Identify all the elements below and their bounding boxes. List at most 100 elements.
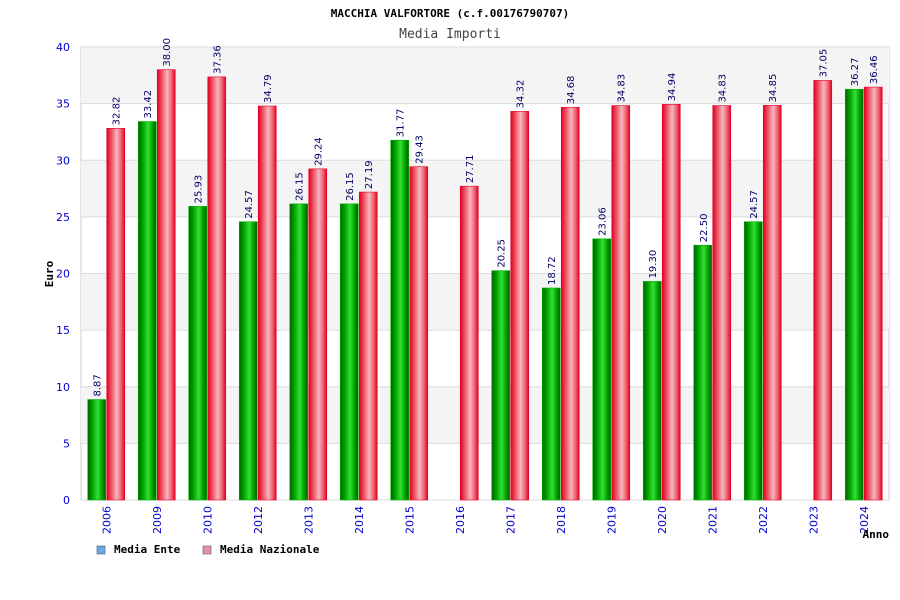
- x-tick-label-2006: 2006: [100, 506, 113, 534]
- data-label-nazionale-2018: 34.68: [566, 76, 577, 105]
- legend-label-ente: Media Ente: [114, 543, 181, 556]
- x-tick-label-2023: 2023: [807, 506, 820, 534]
- data-label-ente-2024: 36.27: [850, 58, 861, 87]
- data-label-ente-2012: 24.57: [244, 190, 255, 219]
- data-label-ente-2009: 33.42: [143, 90, 154, 119]
- y-tick-label: 35: [56, 98, 70, 111]
- data-label-nazionale-2013: 29.24: [314, 137, 325, 166]
- data-label-ente-2019: 23.06: [598, 207, 609, 236]
- x-tick-label-2021: 2021: [706, 506, 719, 534]
- bar-nazionale-2022: [762, 105, 782, 501]
- bar-ente-2009: [137, 121, 157, 501]
- bar-ente-2018: [541, 287, 561, 501]
- legend-item-nazionale: Media Nazionale: [202, 543, 320, 556]
- data-label-nazionale-2015: 29.43: [415, 135, 426, 164]
- data-label-ente-2018: 18.72: [547, 256, 558, 285]
- legend-label-nazionale: Media Nazionale: [220, 543, 320, 556]
- bar-nazionale-2021: [712, 105, 732, 501]
- bar-nazionale-2015: [409, 166, 429, 501]
- bar-ente-2006: [87, 399, 107, 501]
- bar-ente-2014: [339, 203, 359, 501]
- bar-nazionale-2019: [611, 105, 631, 501]
- data-label-ente-2022: 24.57: [749, 190, 760, 219]
- data-label-nazionale-2006: 32.82: [112, 97, 123, 126]
- y-tick-label: 20: [56, 268, 70, 281]
- data-label-nazionale-2022: 34.85: [768, 74, 779, 103]
- bar-nazionale-2010: [207, 76, 227, 501]
- legend-item-ente: Media Ente: [96, 543, 181, 556]
- x-tick-label-2010: 2010: [201, 506, 214, 534]
- data-label-ente-2020: 19.30: [648, 250, 659, 279]
- data-label-nazionale-2021: 34.83: [718, 74, 729, 103]
- y-tick-label: 5: [63, 437, 70, 450]
- bar-ente-2012: [238, 221, 258, 501]
- chart-title: MACCHIA VALFORTORE (c.f.00176790707): [331, 7, 569, 20]
- legend: Media Ente Media Nazionale: [96, 543, 320, 556]
- y-axis-ticks: 0 5 10 15 20 25 30 35 40: [56, 41, 70, 507]
- bar-nazionale-2016: [459, 185, 479, 501]
- bars: [87, 69, 883, 501]
- bar-nazionale-2017: [510, 111, 530, 501]
- y-axis-label: Euro: [43, 260, 56, 287]
- x-tick-label-2018: 2018: [555, 506, 568, 534]
- data-label-nazionale-2014: 27.19: [364, 160, 375, 189]
- x-tick-label-2014: 2014: [353, 506, 366, 534]
- data-label-ente-2010: 25.93: [194, 175, 205, 204]
- data-label-nazionale-2023: 37.05: [819, 49, 830, 78]
- bar-ente-2017: [491, 270, 511, 501]
- bar-ente-2024: [844, 88, 864, 501]
- bar-ente-2021: [693, 244, 713, 501]
- data-label-ente-2014: 26.15: [345, 172, 356, 201]
- x-tick-label-2016: 2016: [454, 506, 467, 534]
- data-label-nazionale-2017: 34.32: [516, 80, 527, 109]
- data-label-nazionale-2024: 36.46: [869, 55, 880, 84]
- bar-nazionale-2009: [156, 69, 176, 501]
- bar-ente-2019: [592, 238, 612, 501]
- bar-ente-2015: [390, 139, 410, 501]
- bar-nazionale-2023: [813, 80, 833, 501]
- bar-ente-2010: [188, 206, 208, 501]
- x-tick-label-2015: 2015: [403, 506, 416, 534]
- bar-nazionale-2006: [106, 128, 126, 501]
- data-label-ente-2015: 31.77: [396, 109, 407, 138]
- bar-nazionale-2024: [863, 86, 883, 501]
- bar-nazionale-2012: [257, 105, 277, 501]
- bar-ente-2020: [642, 281, 662, 501]
- chart-subtitle: Media Importi: [399, 27, 501, 42]
- bar-ente-2013: [289, 203, 309, 501]
- data-label-nazionale-2012: 34.79: [263, 74, 274, 103]
- x-tick-label-2024: 2024: [858, 506, 871, 534]
- x-tick-label-2017: 2017: [504, 506, 517, 534]
- x-tick-label-2009: 2009: [151, 506, 164, 534]
- bar-nazionale-2013: [308, 168, 328, 501]
- bar-nazionale-2018: [560, 106, 580, 501]
- data-label-nazionale-2009: 38.00: [162, 38, 173, 67]
- data-label-ente-2013: 26.15: [295, 172, 306, 201]
- x-tick-label-2013: 2013: [302, 506, 315, 534]
- data-label-nazionale-2020: 34.94: [667, 73, 678, 102]
- data-label-ente-2006: 8.87: [93, 374, 104, 396]
- bar-nazionale-2020: [661, 104, 681, 501]
- bar-ente-2022: [743, 221, 763, 501]
- data-label-nazionale-2016: 27.71: [465, 155, 476, 184]
- legend-swatch-nazionale: [202, 545, 212, 555]
- x-axis-ticks: 2006 2009 2010 2012 2013 2014 2015 2016 2017 2018…: [100, 506, 871, 534]
- y-tick-label: 10: [56, 381, 70, 394]
- y-tick-label: 0: [63, 494, 70, 507]
- x-tick-label-2020: 2020: [656, 506, 669, 534]
- y-tick-label: 40: [56, 41, 70, 54]
- y-tick-label: 25: [56, 211, 70, 224]
- data-label-ente-2017: 20.25: [497, 239, 508, 268]
- x-axis-label: Anno: [863, 528, 890, 541]
- x-tick-label-2019: 2019: [605, 506, 618, 534]
- data-labels: 8.87 32.82 33.42 38.00 25.93 37.36 24.57 34.79 2…: [93, 38, 881, 397]
- bar-nazionale-2014: [358, 191, 378, 501]
- x-tick-label-2012: 2012: [252, 506, 265, 534]
- data-label-nazionale-2010: 37.36: [213, 45, 224, 74]
- y-tick-label: 30: [56, 154, 70, 167]
- legend-swatch-ente: [96, 545, 106, 555]
- data-label-nazionale-2019: 34.83: [617, 74, 628, 103]
- data-label-ente-2021: 22.50: [699, 214, 710, 243]
- y-tick-label: 15: [56, 324, 70, 337]
